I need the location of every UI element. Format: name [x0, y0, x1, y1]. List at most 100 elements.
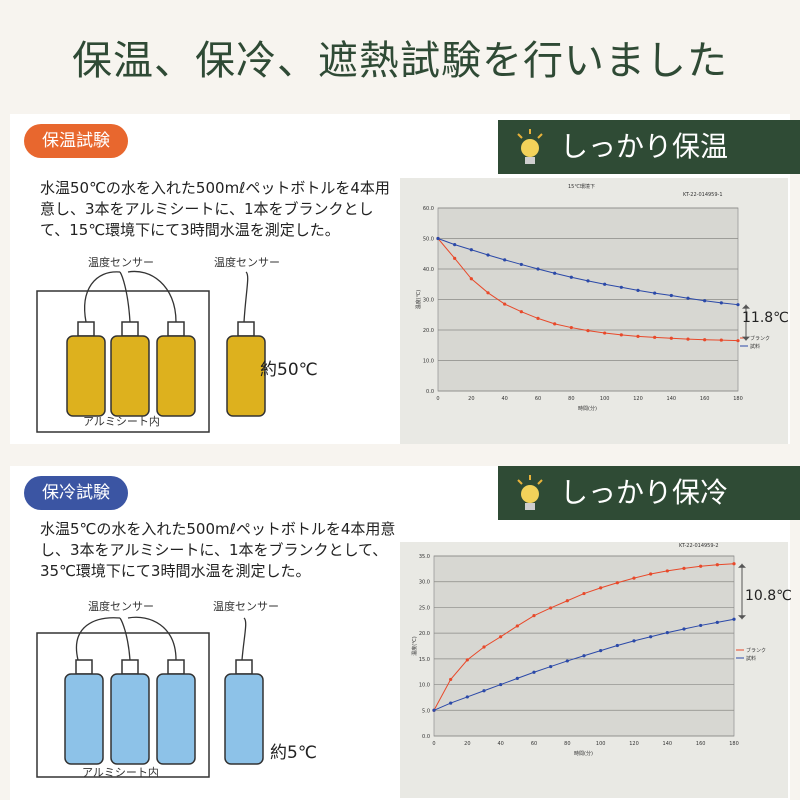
data-point — [615, 581, 619, 585]
data-point — [669, 293, 673, 298]
x-tick-label: 60 — [535, 396, 541, 402]
data-point — [482, 689, 486, 693]
legend-label: ブランク — [746, 647, 766, 654]
arrow-head — [738, 615, 746, 620]
data-point — [519, 262, 523, 267]
data-point — [703, 338, 707, 342]
data-point — [649, 635, 653, 639]
data-point — [636, 334, 640, 339]
y-tick-label: 50.0 — [423, 237, 434, 243]
y-tick-label: 30.0 — [419, 580, 430, 586]
data-point — [686, 337, 690, 341]
x-tick-label: 160 — [700, 396, 710, 402]
x-tick-label: 80 — [568, 396, 574, 402]
foil-label: アルミシート内 — [83, 415, 160, 428]
y-tick-label: 15.0 — [419, 657, 430, 663]
data-point — [649, 572, 653, 576]
sensor-label: 温度センサー — [213, 600, 279, 613]
arrow-head — [738, 563, 746, 568]
data-point — [619, 333, 623, 337]
data-point — [619, 285, 623, 289]
lightbulb-icon — [517, 129, 543, 164]
bottle — [156, 659, 196, 765]
page-title: 保温、保冷、遮熱試験を行いました — [72, 38, 728, 84]
cold-banner-text: しっかり保冷 — [560, 476, 729, 509]
x-tick-label: 80 — [564, 741, 570, 747]
x-axis-label: 時間(分) — [574, 750, 593, 757]
bottle — [156, 321, 196, 417]
data-point — [486, 291, 490, 295]
data-point — [632, 639, 636, 643]
data-point — [582, 591, 586, 596]
x-tick-label: 180 — [729, 741, 739, 747]
sensor-label: 温度センサー — [214, 256, 280, 269]
approx-temp-label: 約50℃ — [260, 360, 318, 380]
legend-label: 試料 — [750, 343, 760, 350]
data-point — [732, 562, 736, 566]
x-tick-label: 140 — [667, 396, 677, 402]
data-point — [715, 620, 719, 624]
warm-banner-text: しっかり保温 — [560, 130, 729, 163]
data-point — [465, 695, 469, 699]
bottle — [110, 659, 150, 765]
data-point — [665, 569, 669, 573]
approx-temp-label: 約5℃ — [270, 743, 317, 763]
data-point — [453, 243, 457, 247]
data-point — [553, 271, 557, 275]
x-tick-label: 60 — [531, 741, 537, 747]
plot-area — [433, 555, 735, 737]
difference-label: 10.8℃ — [745, 588, 792, 604]
data-point — [469, 248, 473, 252]
warm-banner: しっかり保温 — [498, 120, 800, 174]
data-point — [686, 296, 690, 300]
data-point — [486, 253, 490, 257]
data-point — [586, 279, 590, 283]
blank-bottle — [224, 659, 264, 765]
data-point — [515, 676, 519, 680]
data-point — [532, 614, 536, 618]
data-point — [503, 302, 507, 306]
data-point — [699, 623, 703, 628]
x-tick-label: 0 — [432, 741, 435, 747]
data-point — [732, 617, 736, 621]
sensor-wire — [119, 617, 131, 661]
data-point — [599, 586, 603, 590]
x-tick-label: 20 — [468, 396, 474, 402]
y-tick-label: 20.0 — [423, 328, 434, 334]
chart-title: 15℃環境下 — [568, 183, 595, 190]
sensor-wire — [75, 617, 121, 661]
data-point — [565, 599, 569, 603]
x-tick-label: 180 — [733, 396, 743, 402]
data-point — [736, 303, 740, 307]
data-point — [653, 335, 657, 339]
data-point — [653, 291, 657, 295]
sensor-wire — [127, 270, 177, 323]
data-point — [719, 301, 723, 305]
y-tick-label: 30.0 — [423, 298, 434, 304]
cold-test-tag: 保冷試験 — [24, 476, 128, 510]
sensor-wire — [243, 271, 249, 323]
data-point — [499, 682, 503, 687]
data-point — [449, 701, 453, 705]
bottle — [66, 321, 106, 417]
foil-enclosure — [36, 290, 210, 433]
chart-code: KT-22-014959-2 — [679, 543, 719, 549]
data-point — [549, 664, 553, 669]
data-point — [719, 338, 723, 342]
data-point — [682, 566, 686, 570]
y-tick-label: 35.0 — [419, 554, 430, 560]
y-tick-label: 25.0 — [419, 605, 430, 611]
y-axis-label: 温度(℃) — [415, 290, 422, 310]
data-point — [632, 576, 636, 580]
cold-banner: しっかり保冷 — [498, 466, 800, 520]
warm-diagram — [36, 270, 266, 433]
y-tick-label: 10.0 — [419, 683, 430, 689]
x-tick-label: 0 — [436, 396, 439, 402]
arrow-head — [742, 336, 750, 341]
x-tick-label: 120 — [629, 741, 639, 747]
x-tick-label: 40 — [501, 396, 507, 402]
sensor-wire — [119, 271, 131, 323]
data-point — [436, 236, 440, 241]
y-tick-label: 20.0 — [419, 631, 430, 637]
x-tick-label: 40 — [497, 741, 503, 747]
